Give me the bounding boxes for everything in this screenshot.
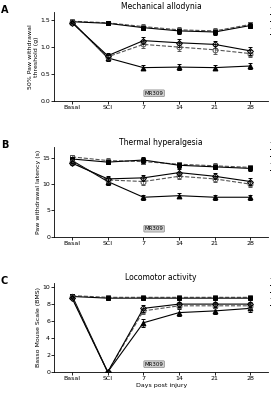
Text: B: B xyxy=(1,140,8,150)
Legend: Sham+vehicle, Sham+MR309, SCI+vehicle, SCI+MR309-16 mg/kg, SCI+MR309-32 mg/kg: Sham+vehicle, Sham+MR309, SCI+vehicle, S… xyxy=(270,140,271,173)
X-axis label: Days post injury: Days post injury xyxy=(136,382,187,388)
Title: Thermal hyperalgesia: Thermal hyperalgesia xyxy=(120,138,203,147)
Text: A: A xyxy=(1,5,8,15)
Legend: Sham+vehicle, Sham+MR309, SCI+vehicle, SCI+MR309-16 mg/kg, SCI+MR309-32 mg/kg: Sham+vehicle, Sham+MR309, SCI+vehicle, S… xyxy=(270,5,271,37)
Text: MR309: MR309 xyxy=(145,91,163,96)
Text: MR309: MR309 xyxy=(145,362,163,367)
Legend: Sham+vehicle, Sham+MR309, SCI+vehicle, SCI+MR309-16 mg/kg, SCI+MR309-32 mg/kg: Sham+vehicle, Sham+MR309, SCI+vehicle, S… xyxy=(270,276,271,308)
Title: Mechanical allodynia: Mechanical allodynia xyxy=(121,2,202,11)
Text: MR309: MR309 xyxy=(145,226,163,231)
Y-axis label: Paw withdrawal latency (s): Paw withdrawal latency (s) xyxy=(36,150,41,234)
Title: Locomotor activity: Locomotor activity xyxy=(125,273,197,282)
Text: C: C xyxy=(1,276,8,286)
Y-axis label: 50% Paw withdrawal
threshold (g): 50% Paw withdrawal threshold (g) xyxy=(28,24,39,89)
Y-axis label: Basso Mouse Scale (BMS): Basso Mouse Scale (BMS) xyxy=(36,288,41,368)
